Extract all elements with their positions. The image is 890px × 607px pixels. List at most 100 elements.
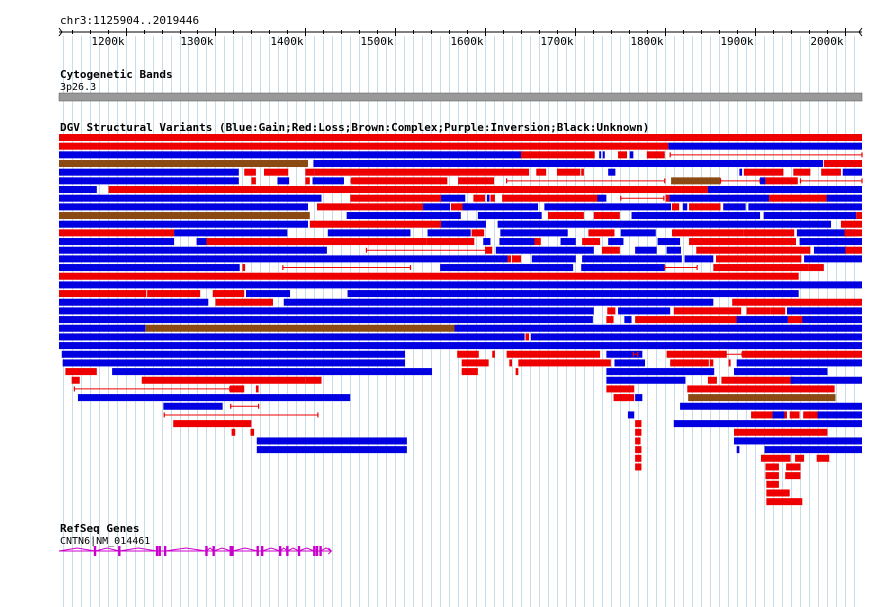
thin-loss-variant[interactable] xyxy=(620,195,665,201)
gain-variant[interactable] xyxy=(59,324,146,332)
loss-variant[interactable] xyxy=(473,194,486,202)
gain-variant[interactable] xyxy=(59,333,525,341)
gain-variant[interactable] xyxy=(560,238,576,246)
loss-variant[interactable] xyxy=(635,454,642,462)
gain-variant[interactable] xyxy=(799,238,862,246)
loss-variant[interactable] xyxy=(71,376,80,384)
thin-loss-variant[interactable] xyxy=(163,412,319,418)
gain-variant[interactable] xyxy=(684,255,714,263)
loss-variant[interactable] xyxy=(793,168,811,176)
gain-variant[interactable] xyxy=(790,376,862,384)
loss-variant[interactable] xyxy=(305,177,310,185)
loss-variant[interactable] xyxy=(746,307,771,315)
loss-variant[interactable] xyxy=(786,463,801,471)
gain-variant[interactable] xyxy=(682,203,688,211)
gain-variant[interactable] xyxy=(500,229,568,237)
loss-variant[interactable] xyxy=(689,238,796,246)
loss-variant[interactable] xyxy=(502,194,599,202)
cytoband-bar[interactable] xyxy=(58,92,863,102)
gain-variant[interactable] xyxy=(666,246,681,254)
loss-variant[interactable] xyxy=(251,177,256,185)
gain-variant[interactable] xyxy=(346,212,461,220)
gain-variant[interactable] xyxy=(813,246,847,254)
loss-variant[interactable] xyxy=(215,298,273,306)
complex-variant[interactable] xyxy=(145,324,455,332)
gain-variant[interactable] xyxy=(59,194,322,202)
loss-variant[interactable] xyxy=(547,212,584,220)
loss-variant[interactable] xyxy=(823,160,862,168)
loss-variant[interactable] xyxy=(840,220,862,228)
gain-variant[interactable] xyxy=(817,411,862,419)
loss-variant[interactable] xyxy=(618,151,628,159)
gain-variant[interactable] xyxy=(495,246,594,254)
loss-variant[interactable] xyxy=(581,168,584,176)
gain-variant[interactable] xyxy=(736,446,740,454)
loss-variant[interactable] xyxy=(795,454,805,462)
gain-variant[interactable] xyxy=(59,281,862,289)
gain-variant[interactable] xyxy=(763,212,857,220)
loss-variant[interactable] xyxy=(606,316,614,324)
gain-variant[interactable] xyxy=(614,359,646,367)
loss-variant[interactable] xyxy=(766,480,779,488)
loss-variant[interactable] xyxy=(229,385,245,393)
gain-variant[interactable] xyxy=(606,350,643,358)
gain-variant[interactable] xyxy=(631,212,646,220)
gain-variant[interactable] xyxy=(764,446,862,454)
loss-variant[interactable] xyxy=(206,238,427,246)
loss-variant[interactable] xyxy=(509,359,513,367)
gain-variant[interactable] xyxy=(608,238,624,246)
gain-variant[interactable] xyxy=(163,402,223,410)
loss-variant[interactable] xyxy=(856,212,862,220)
loss-variant[interactable] xyxy=(765,472,779,480)
gain-variant[interactable] xyxy=(733,437,862,445)
loss-variant[interactable] xyxy=(593,212,620,220)
loss-variant[interactable] xyxy=(671,203,680,211)
loss-variant[interactable] xyxy=(607,307,616,315)
loss-variant[interactable] xyxy=(506,350,601,358)
loss-variant[interactable] xyxy=(766,489,790,497)
gain-variant[interactable] xyxy=(256,437,407,445)
loss-variant[interactable] xyxy=(426,238,475,246)
loss-variant[interactable] xyxy=(108,186,708,194)
gain-variant[interactable] xyxy=(602,151,605,159)
loss-variant[interactable] xyxy=(263,168,289,176)
loss-variant[interactable] xyxy=(713,264,809,272)
thin-loss-variant[interactable] xyxy=(799,178,863,184)
gain-variant[interactable] xyxy=(59,298,209,306)
loss-variant[interactable] xyxy=(721,376,795,384)
loss-variant[interactable] xyxy=(743,168,784,176)
loss-variant[interactable] xyxy=(707,376,717,384)
loss-variant[interactable] xyxy=(765,463,779,471)
gain-variant[interactable] xyxy=(59,203,309,211)
loss-variant[interactable] xyxy=(635,316,738,324)
loss-variant[interactable] xyxy=(845,246,862,254)
loss-variant[interactable] xyxy=(635,463,642,471)
loss-variant[interactable] xyxy=(461,359,489,367)
gain-variant[interactable] xyxy=(736,359,862,367)
gain-variant[interactable] xyxy=(59,220,309,228)
complex-variant[interactable] xyxy=(59,160,309,168)
gain-variant[interactable] xyxy=(423,203,451,211)
gain-variant[interactable] xyxy=(787,307,862,315)
loss-variant[interactable] xyxy=(305,168,315,176)
loss-variant[interactable] xyxy=(785,472,801,480)
thin-loss-variant[interactable] xyxy=(282,265,412,271)
gain-variant[interactable] xyxy=(62,359,406,367)
gain-variant[interactable] xyxy=(277,177,290,185)
loss-variant[interactable] xyxy=(173,420,252,428)
loss-variant[interactable] xyxy=(582,238,601,246)
loss-variant[interactable] xyxy=(244,168,256,176)
loss-variant[interactable] xyxy=(521,151,595,159)
gain-variant[interactable] xyxy=(723,203,746,211)
gain-variant[interactable] xyxy=(499,238,536,246)
gain-variant[interactable] xyxy=(826,194,862,202)
loss-variant[interactable] xyxy=(458,177,495,185)
loss-variant[interactable] xyxy=(751,411,788,419)
gain-variant[interactable] xyxy=(174,229,288,237)
gain-variant[interactable] xyxy=(581,264,665,272)
gain-variant[interactable] xyxy=(59,264,240,272)
gain-variant[interactable] xyxy=(739,168,743,176)
gain-variant[interactable] xyxy=(544,203,672,211)
gain-variant[interactable] xyxy=(441,194,466,202)
loss-variant[interactable] xyxy=(59,134,862,141)
